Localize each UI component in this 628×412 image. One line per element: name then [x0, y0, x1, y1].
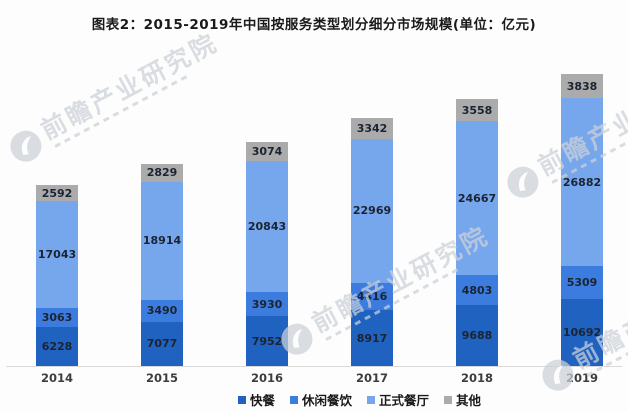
bar-value-label: 7077 — [146, 337, 178, 351]
bar-segment-快餐: 7077 — [141, 321, 183, 366]
legend-item-正式餐厅: 正式餐厅 — [367, 390, 429, 409]
bar-segment-其他: 3342 — [351, 118, 393, 140]
bar-value-label: 2829 — [146, 166, 178, 180]
bar-value-label: 2592 — [41, 186, 73, 200]
legend-item-休闲餐饮: 休闲餐饮 — [290, 390, 352, 409]
bar-segment-其他: 3558 — [456, 99, 498, 122]
bar-2016: 7952 3930 20843 3074 — [246, 142, 288, 366]
bar-2015: 7077 3490 18914 2829 — [141, 164, 183, 366]
legend-swatch-icon — [444, 395, 453, 404]
bar-segment-正式餐厅: 22969 — [351, 139, 393, 283]
bar-value-label: 3930 — [251, 297, 283, 311]
bar-segment-休闲餐饮: 3930 — [246, 291, 288, 317]
bar-value-label: 20843 — [247, 220, 287, 234]
bar-2017: 8917 4416 22969 3342 — [351, 118, 393, 366]
bar-value-label: 3063 — [41, 311, 73, 324]
bar-value-label: 5309 — [566, 276, 598, 290]
x-axis-label-2015: 2015 — [145, 371, 178, 385]
bar-segment-其他: 3074 — [246, 142, 288, 162]
bar-segment-休闲餐饮: 3490 — [141, 299, 183, 322]
bar-segment-其他: 2592 — [36, 185, 78, 202]
bar-value-label: 24667 — [457, 191, 497, 205]
bar-value-label: 9688 — [461, 329, 493, 343]
bar-2014: 6228 3063 17043 2592 — [36, 185, 78, 366]
bar-segment-快餐: 8917 — [351, 310, 393, 366]
bar-segment-休闲餐饮: 4803 — [456, 275, 498, 306]
bar-segment-正式餐厅: 17043 — [36, 201, 78, 308]
x-axis-label-2014: 2014 — [40, 371, 73, 385]
bar-value-label: 10692 — [562, 326, 602, 340]
bar-value-label: 8917 — [356, 331, 388, 345]
x-axis-label-2018: 2018 — [460, 371, 493, 385]
bar-segment-正式餐厅: 20843 — [246, 161, 288, 292]
bar-value-label: 22969 — [352, 204, 392, 218]
bar-segment-其他: 3838 — [561, 74, 603, 99]
legend-swatch-icon — [238, 395, 246, 404]
bar-value-label: 3074 — [251, 145, 283, 159]
legend-label: 快餐 — [250, 393, 276, 408]
chart-title: 图表2：2015-2019年中国按服务类型划分细分市场规模(单位：亿元) — [91, 17, 537, 33]
bar-value-label: 17043 — [37, 248, 77, 262]
bar-segment-休闲餐饮: 5309 — [561, 266, 603, 300]
legend: 快餐 休闲餐饮 正式餐厅 其他 — [238, 390, 481, 409]
x-axis-label-2016: 2016 — [250, 371, 283, 385]
bar-value-label: 3558 — [461, 103, 493, 117]
bar-value-label: 3342 — [356, 122, 388, 136]
bar-value-label: 7952 — [251, 334, 283, 348]
legend-swatch-icon — [290, 395, 299, 404]
bar-segment-其他: 2829 — [141, 164, 183, 182]
legend-label: 正式餐厅 — [379, 393, 430, 408]
bar-segment-快餐: 9688 — [456, 305, 498, 366]
bar-value-label: 3490 — [146, 304, 178, 318]
legend-item-快餐: 快餐 — [238, 390, 275, 409]
legend-swatch-icon — [367, 395, 376, 404]
legend-item-其他: 其他 — [444, 390, 481, 409]
bar-2019: 10692 5309 26882 3838 — [561, 74, 603, 366]
bar-segment-正式餐厅: 26882 — [561, 98, 603, 267]
x-axis-line — [6, 366, 622, 367]
bar-value-label: 26882 — [562, 175, 602, 189]
bar-value-label: 6228 — [41, 340, 73, 354]
bar-segment-快餐: 10692 — [561, 299, 603, 366]
bar-segment-正式餐厅: 24667 — [456, 121, 498, 276]
bar-segment-快餐: 6228 — [36, 327, 78, 366]
bar-value-label: 3838 — [566, 79, 598, 93]
bar-segment-正式餐厅: 18914 — [141, 181, 183, 300]
bar-2018: 9688 4803 24667 3558 — [456, 99, 498, 366]
bar-segment-休闲餐饮: 4416 — [351, 282, 393, 311]
x-axis-label-2017: 2017 — [355, 371, 388, 385]
legend-label: 其他 — [456, 393, 482, 408]
bar-value-label: 4803 — [461, 283, 493, 297]
bar-value-label: 18914 — [142, 234, 182, 248]
bar-segment-休闲餐饮: 3063 — [36, 307, 78, 328]
legend-label: 休闲餐饮 — [302, 393, 353, 408]
bar-value-label: 4416 — [356, 289, 388, 303]
bar-segment-快餐: 7952 — [246, 316, 288, 366]
x-axis-label-2019: 2019 — [565, 371, 598, 385]
